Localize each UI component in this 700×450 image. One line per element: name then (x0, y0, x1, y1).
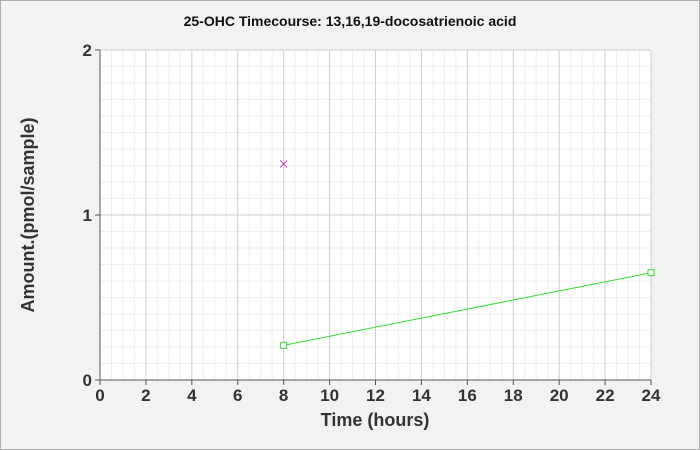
x-tick-label: 24 (642, 386, 661, 405)
x-tick-label: 20 (550, 386, 569, 405)
y-axis-label: Amount.(pmol/sample) (18, 117, 38, 312)
series-1 (279, 159, 288, 168)
data-point-square (647, 269, 655, 277)
y-tick-label: 1 (83, 206, 92, 225)
x-tick-label: 10 (320, 386, 339, 405)
data-point-x (279, 159, 288, 168)
y-tick-label: 0 (83, 371, 92, 390)
x-axis-label: Time (hours) (321, 410, 430, 430)
x-tick-label: 0 (95, 386, 104, 405)
chart-title: 25-OHC Timecourse: 13,16,19-docosatrieno… (184, 13, 517, 29)
x-tick-label: 8 (279, 386, 288, 405)
series-0 (280, 269, 655, 349)
axes (95, 49, 652, 385)
x-tick-label: 2 (141, 386, 150, 405)
x-tick-label: 6 (233, 386, 242, 405)
series-line (283, 272, 652, 346)
data-point-square (280, 341, 288, 349)
x-tick-label: 12 (366, 386, 385, 405)
x-tick-label: 16 (458, 386, 477, 405)
data-series (279, 159, 655, 349)
x-tick-label: 14 (412, 386, 431, 405)
y-tick-label: 2 (83, 41, 92, 60)
x-tick-label: 4 (187, 386, 197, 405)
x-tick-label: 22 (596, 386, 615, 405)
data-point-x-stroke (279, 159, 288, 168)
x-tick-label: 18 (504, 386, 523, 405)
